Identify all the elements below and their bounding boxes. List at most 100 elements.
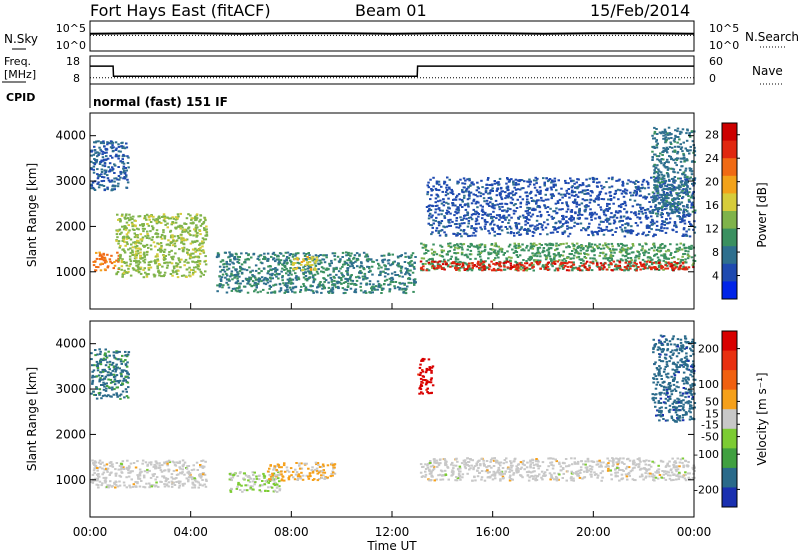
power-cell	[323, 287, 326, 290]
power-cell	[113, 261, 116, 263]
power-cell	[688, 135, 692, 138]
power-cell	[535, 189, 539, 192]
power-cell	[591, 232, 594, 235]
power-cell	[470, 243, 473, 246]
power-cell	[497, 226, 500, 229]
power-cell	[591, 176, 595, 179]
velocity-cell	[146, 464, 149, 467]
power-cell	[175, 239, 179, 242]
power-cell	[339, 258, 342, 261]
power-cell	[124, 175, 128, 178]
power-cell	[666, 158, 669, 161]
power-cell	[488, 192, 491, 195]
power-cell	[485, 202, 489, 205]
power-cell	[536, 224, 539, 227]
power-cell	[466, 204, 470, 207]
power-cell	[532, 269, 535, 272]
power-cell	[96, 177, 100, 180]
power-cell	[153, 219, 157, 222]
power-cell	[676, 171, 680, 174]
power-cell	[566, 205, 570, 208]
power-cell	[481, 217, 484, 220]
power-cell	[163, 215, 167, 218]
power-cell	[487, 253, 491, 256]
power-cell	[664, 184, 667, 187]
power-cell	[672, 139, 676, 142]
power-cell	[109, 140, 113, 143]
power-cell	[543, 204, 546, 207]
power-cell	[514, 183, 518, 186]
power-cell	[244, 258, 247, 261]
power-cell	[312, 278, 316, 281]
noise-left-tick-bottom: 10^0	[56, 39, 86, 52]
power-cell	[611, 176, 614, 179]
power-cell	[183, 228, 186, 231]
power-cell	[655, 253, 658, 256]
power-cell	[544, 198, 548, 201]
power-cell	[117, 267, 121, 270]
power-cell	[551, 265, 554, 268]
power-cell	[124, 167, 127, 169]
power-cell	[469, 191, 473, 194]
power-cell	[505, 260, 509, 263]
power-cell	[318, 282, 321, 285]
power-cell	[160, 244, 163, 247]
velocity-cell	[178, 460, 182, 463]
power-cell	[117, 157, 120, 160]
power-cell	[458, 245, 461, 248]
power-cell	[534, 228, 538, 231]
power-cell	[434, 201, 437, 204]
power-cell	[536, 177, 539, 180]
power-cell	[495, 245, 498, 248]
power-cell	[131, 225, 134, 228]
power-cell	[541, 265, 544, 268]
power-cell	[533, 200, 536, 203]
power-cell	[690, 244, 693, 247]
power-cell	[679, 130, 682, 133]
power-cell	[347, 254, 350, 256]
power-cell	[164, 258, 167, 260]
velocity-cell	[193, 479, 197, 482]
power-cell	[666, 133, 670, 136]
power-cell	[675, 226, 678, 229]
power-cell	[271, 277, 274, 280]
power-cell	[237, 261, 241, 264]
power-cell	[660, 178, 663, 181]
power-cell	[189, 222, 193, 225]
power-cell	[137, 228, 140, 231]
power-cell	[142, 268, 145, 271]
power-cell	[122, 162, 126, 165]
power-cell	[531, 213, 535, 216]
power-cell	[624, 251, 628, 254]
power-cell	[431, 226, 434, 229]
power-cell	[197, 265, 200, 268]
power-cell	[582, 247, 585, 249]
power-cell	[599, 206, 602, 209]
velocity-cell	[187, 465, 191, 467]
power-cell	[584, 228, 587, 231]
power-cell	[682, 233, 685, 236]
power-cell	[621, 203, 624, 205]
power-cell	[645, 214, 648, 217]
power-cell	[250, 256, 253, 259]
power-cell	[619, 248, 622, 251]
power-cell	[443, 260, 447, 263]
power-cell	[137, 271, 141, 274]
power-cell	[290, 260, 293, 263]
power-cell	[131, 249, 134, 252]
power-cell	[325, 256, 328, 259]
power-cell	[615, 227, 618, 230]
power-cell	[294, 276, 298, 279]
power-cell	[614, 231, 617, 233]
power-cell	[425, 206, 429, 208]
power-cell	[152, 218, 155, 221]
power-cell	[346, 269, 349, 272]
power-cell	[430, 188, 433, 190]
velocity-cell	[179, 467, 182, 470]
power-cell	[516, 256, 520, 258]
power-cell	[688, 167, 691, 170]
power-cell	[455, 219, 458, 222]
freq-right-label: Nave	[752, 64, 783, 78]
power-cell	[221, 259, 225, 262]
power-cell	[624, 258, 628, 261]
